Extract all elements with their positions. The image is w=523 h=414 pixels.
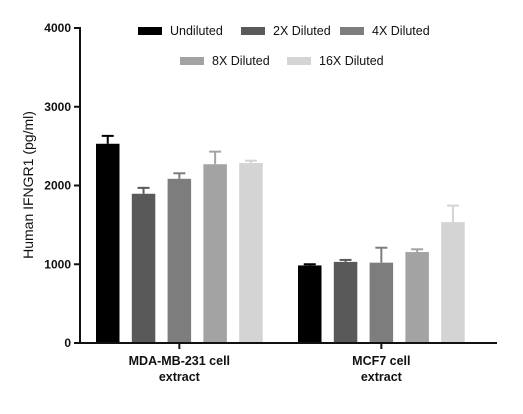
bar	[239, 163, 263, 343]
y-axis-label: Human IFNGR1 (pg/ml)	[20, 111, 36, 259]
bar	[333, 261, 358, 343]
legend-label: 2X Diluted	[273, 24, 331, 38]
bar	[96, 143, 120, 343]
bar	[369, 262, 394, 343]
x-category-label: MDA-MB-231 cell	[129, 354, 230, 368]
y-tick-label: 0	[64, 336, 71, 350]
x-category-label: MCF7 cell	[352, 354, 410, 368]
legend-label: 8X Diluted	[212, 54, 270, 68]
error-bars-layer	[101, 134, 459, 266]
bar	[203, 164, 227, 343]
bar	[441, 222, 465, 343]
y-tick-label: 3000	[44, 100, 71, 114]
legend-label: 4X Diluted	[372, 24, 430, 38]
axes-layer: 0 1000 2000 3000 4000 MDA-MB-231 cell extract M…	[44, 21, 497, 384]
y-tick-label: 2000	[44, 179, 71, 193]
bars-layer	[96, 143, 465, 343]
legend-swatch	[287, 57, 311, 65]
bar	[167, 178, 192, 343]
legend-swatch	[340, 27, 364, 35]
legend-label: Undiluted	[170, 24, 223, 38]
x-category-label: extract	[159, 370, 201, 384]
legend-swatch	[180, 57, 204, 65]
bar	[131, 193, 156, 343]
legend: Undiluted 2X Diluted 4X Diluted 8X Diluted 1…	[138, 24, 430, 68]
bar	[405, 252, 429, 343]
legend-swatch	[138, 27, 162, 35]
y-tick-label: 1000	[44, 257, 71, 271]
legend-label: 16X Diluted	[319, 54, 384, 68]
legend-swatch	[241, 27, 265, 35]
y-tick-label: 4000	[44, 21, 71, 35]
x-category-label: extract	[361, 370, 403, 384]
bar	[298, 265, 322, 343]
